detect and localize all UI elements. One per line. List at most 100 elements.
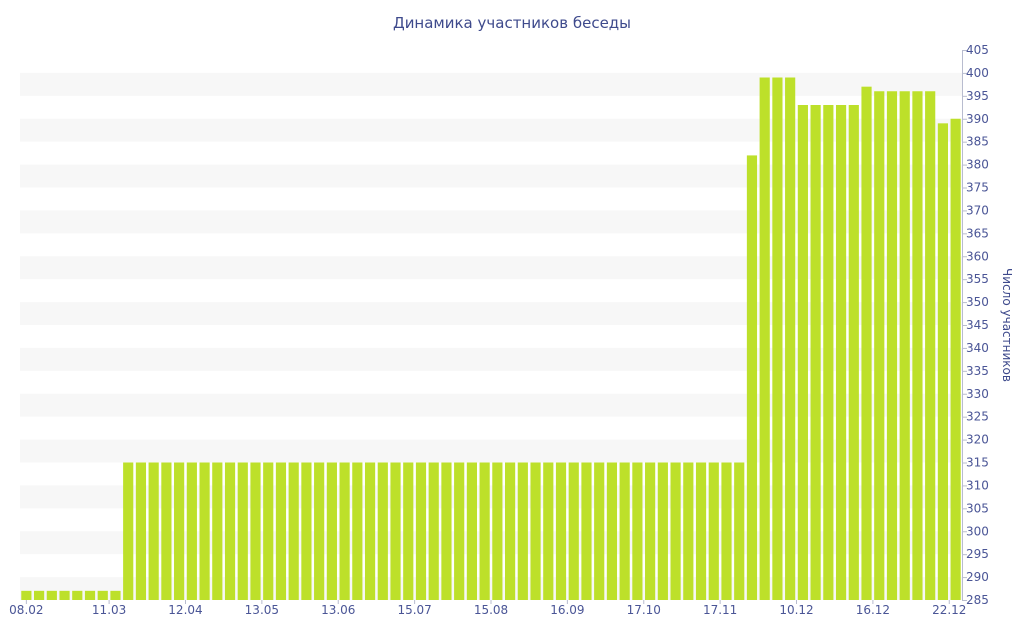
x-axis-ticks: 08.02 11.03 12.04 13.05 13.06 15.07 15.08 16.09…: [9, 600, 966, 617]
bar: [466, 462, 477, 600]
bar: [84, 590, 96, 600]
bar: [123, 462, 134, 600]
y-tick-label: 390: [966, 112, 989, 126]
bar: [670, 462, 681, 600]
bar: [695, 462, 707, 600]
grid-band: [20, 72, 962, 96]
chart-title: Динамика участников беседы: [393, 14, 631, 32]
bar: [810, 105, 821, 600]
bar: [568, 462, 579, 600]
x-tick-label: 13.05: [245, 603, 279, 617]
x-tick-label: 12.04: [168, 603, 202, 617]
x-tick-label: 15.07: [397, 603, 431, 617]
grid-band: [20, 210, 962, 234]
x-tick-label: 17.10: [627, 603, 661, 617]
bar: [848, 105, 859, 600]
grid-band: [20, 347, 962, 371]
y-tick-label: 295: [966, 547, 989, 561]
x-tick-label: 22.12: [932, 603, 966, 617]
y-tick-label: 405: [966, 43, 989, 57]
bar: [314, 462, 325, 600]
grid-band: [20, 118, 962, 142]
bar: [377, 462, 388, 600]
bar: [288, 462, 299, 600]
x-tick-label: 13.06: [321, 603, 355, 617]
grid-band: [20, 302, 962, 325]
bar: [34, 590, 45, 600]
bar: [479, 462, 490, 600]
bar: [632, 462, 643, 600]
bar: [135, 462, 147, 600]
y-tick-label: 370: [966, 203, 989, 217]
y-tick-label: 360: [966, 249, 989, 263]
bar: [746, 155, 758, 600]
bar: [441, 462, 452, 600]
bar: [263, 462, 274, 600]
y-tick-label: 315: [966, 456, 989, 470]
bar: [606, 462, 618, 600]
y-tick-label: 340: [966, 341, 989, 355]
bar: [619, 462, 630, 600]
bar: [683, 462, 694, 600]
y-tick-label: 325: [966, 410, 989, 424]
bar: [250, 462, 261, 600]
bar: [517, 462, 528, 600]
bar: [797, 105, 808, 600]
x-tick-label: 10.12: [779, 603, 813, 617]
bar: [925, 91, 936, 600]
bar: [275, 462, 287, 600]
bar: [224, 462, 236, 600]
y-tick-label: 355: [966, 272, 989, 286]
bar: [835, 105, 847, 600]
bar: [301, 462, 312, 600]
bar: [505, 462, 516, 600]
grid-band: [20, 439, 962, 463]
y-tick-label: 310: [966, 478, 989, 492]
y-tick-label: 380: [966, 158, 989, 172]
bar: [912, 91, 923, 600]
x-tick-label: 17.11: [703, 603, 737, 617]
bar: [772, 77, 783, 600]
bar: [237, 462, 248, 600]
grid-band: [20, 256, 962, 280]
bar: [861, 86, 872, 600]
bar: [581, 462, 592, 600]
bar: [734, 462, 745, 600]
bar: [899, 91, 910, 600]
y-tick-label: 400: [966, 66, 989, 80]
y-tick-label: 320: [966, 433, 989, 447]
bar: [403, 462, 414, 600]
x-tick-label: 15.08: [474, 603, 508, 617]
bar: [46, 590, 57, 600]
bar: [721, 462, 732, 600]
y-tick-label: 335: [966, 364, 989, 378]
bar: [937, 123, 948, 600]
y-tick-label: 300: [966, 524, 989, 538]
bar: [759, 77, 770, 600]
bar: [174, 462, 185, 600]
bar: [543, 462, 554, 600]
y-tick-label: 345: [966, 318, 989, 332]
bar: [97, 590, 108, 600]
bar: [428, 462, 439, 600]
bar: [326, 462, 337, 600]
bar: [785, 77, 796, 600]
bar: [352, 462, 363, 600]
bar: [454, 462, 465, 600]
y-axis-label: Число участников: [1000, 268, 1014, 382]
y-tick-label: 285: [966, 593, 989, 607]
bar: [59, 590, 70, 600]
x-tick-label: 16.12: [856, 603, 890, 617]
bars: [21, 77, 961, 600]
y-tick-label: 365: [966, 226, 989, 240]
bar: [72, 590, 83, 600]
bar: [823, 105, 834, 600]
bar: [339, 462, 350, 600]
x-tick-label: 08.02: [9, 603, 43, 617]
bar: [645, 462, 656, 600]
y-tick-label: 385: [966, 135, 989, 149]
bar: [161, 462, 172, 600]
bar: [199, 462, 210, 600]
bar: [364, 462, 376, 600]
